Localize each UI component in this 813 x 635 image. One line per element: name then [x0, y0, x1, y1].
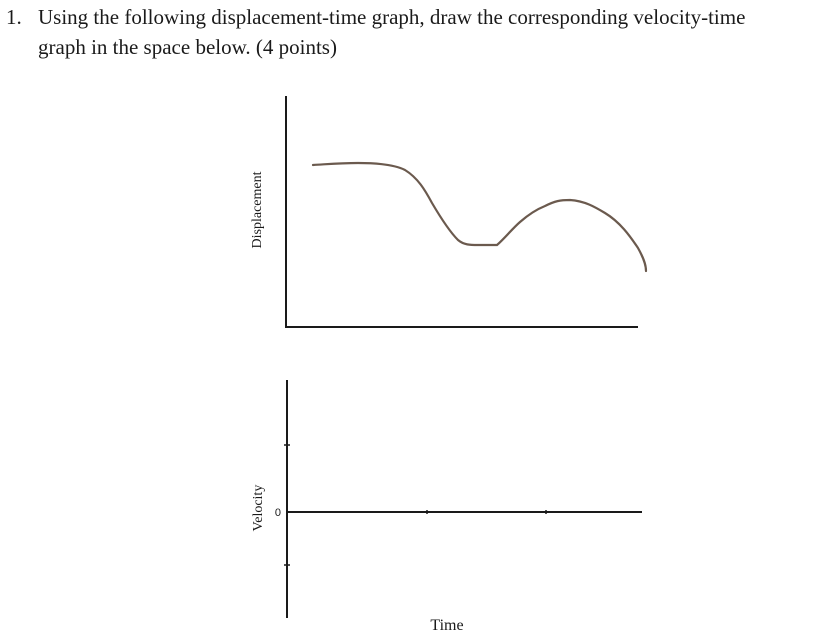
velocity-time-graph: 0 Velocity Time — [251, 380, 642, 634]
displacement-axis-label: Displacement — [250, 171, 265, 248]
question-number: 1. — [6, 5, 22, 29]
displacement-time-graph: Displacement — [250, 96, 648, 328]
velocity-axis-label: Velocity — [251, 485, 266, 532]
question-text-line1: Using the following displacement-time gr… — [38, 5, 746, 29]
displacement-curve — [311, 161, 648, 273]
time-axis-label: Time — [430, 617, 463, 634]
question-text-line2: graph in the space below. (4 points) — [38, 35, 337, 59]
velocity-zero-label: 0 — [275, 507, 281, 519]
